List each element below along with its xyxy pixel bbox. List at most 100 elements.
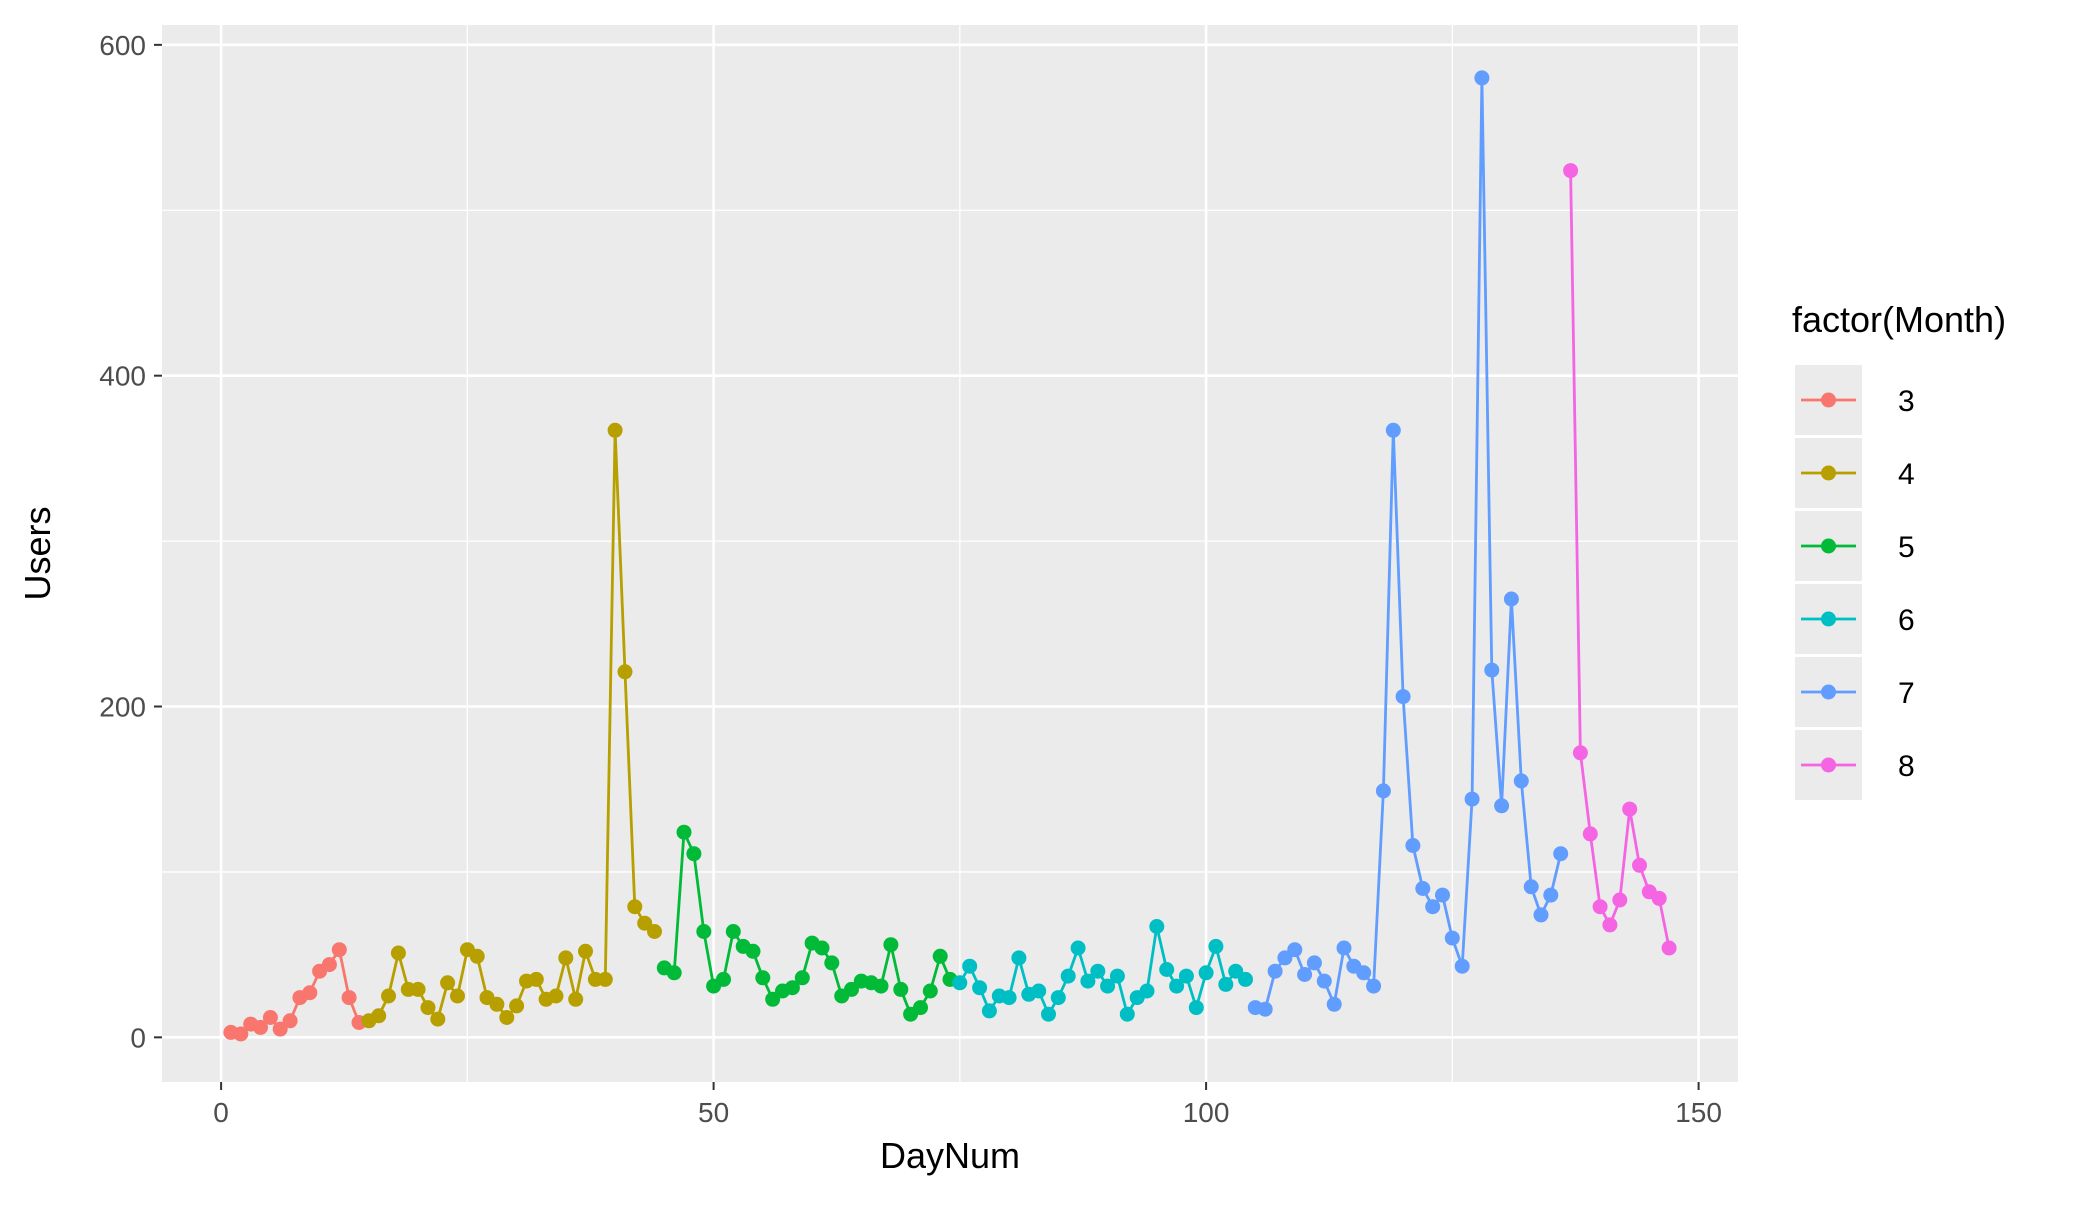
data-point: [1454, 958, 1470, 974]
data-point: [647, 924, 662, 939]
data-point: [1041, 1006, 1056, 1022]
legend-title: factor(Month): [1792, 299, 2006, 340]
data-point: [597, 971, 613, 987]
data-point: [1366, 978, 1382, 994]
legend-item-6: 6: [1795, 584, 1915, 654]
data-point: [627, 899, 643, 915]
series-month-8: [1563, 163, 1677, 956]
data-point: [1001, 990, 1017, 1006]
data-point: [1602, 917, 1618, 933]
data-point: [765, 991, 781, 1007]
data-point: [1031, 983, 1047, 999]
data-point: [253, 1019, 268, 1035]
data-point: [637, 915, 653, 931]
data-point: [450, 988, 465, 1004]
y-tick-label: 600: [99, 30, 146, 61]
data-point: [893, 981, 909, 997]
data-point: [420, 1000, 436, 1016]
data-point: [1395, 689, 1411, 705]
series-layer: [223, 70, 1677, 1042]
data-point: [1188, 1000, 1204, 1016]
data-point: [331, 942, 347, 958]
data-point: [932, 948, 948, 964]
data-point: [1119, 1006, 1135, 1022]
y-tick-label: 0: [130, 1022, 146, 1053]
series-month-6: [952, 919, 1253, 1022]
data-point: [745, 943, 761, 959]
data-point: [1464, 791, 1480, 807]
data-point: [1543, 887, 1559, 903]
data-point: [1316, 973, 1332, 989]
legend-item-4: 4: [1795, 438, 1915, 508]
data-point: [1297, 967, 1313, 982]
data-point: [1060, 968, 1076, 984]
data-point: [1415, 881, 1431, 896]
data-point: [981, 1003, 997, 1019]
data-point: [469, 948, 485, 964]
data-point: [1070, 940, 1086, 956]
data-point: [962, 958, 978, 974]
legend-key-point: [1821, 684, 1836, 700]
data-point: [1592, 899, 1608, 915]
major-gridlines: [162, 25, 1738, 1082]
y-tick-label: 400: [99, 361, 146, 392]
data-point: [883, 937, 899, 953]
data-point: [755, 970, 771, 986]
data-point: [1326, 996, 1342, 1012]
data-point: [302, 985, 318, 1001]
data-point: [814, 940, 830, 956]
legend-label: 8: [1898, 750, 1915, 783]
data-point: [1533, 907, 1549, 923]
data-point: [1238, 971, 1253, 987]
legend-key-point: [1821, 538, 1836, 554]
data-point: [1651, 890, 1667, 906]
data-point: [1572, 745, 1588, 761]
data-point: [282, 1013, 298, 1029]
data-point: [1208, 938, 1224, 954]
plot-panel: [162, 25, 1738, 1082]
data-point: [696, 924, 712, 939]
data-point: [824, 955, 840, 971]
x-tick-label: 0: [213, 1097, 229, 1128]
data-point: [1228, 963, 1244, 979]
data-point: [1513, 773, 1529, 789]
legend-item-8: 8: [1795, 730, 1915, 800]
data-point: [784, 980, 800, 996]
data-point: [1494, 798, 1510, 814]
data-point: [1336, 940, 1352, 956]
data-point: [262, 1010, 278, 1025]
legend-key-point: [1821, 757, 1836, 773]
legend-item-3: 3: [1795, 365, 1915, 435]
data-point: [1385, 422, 1401, 438]
data-point: [410, 981, 426, 997]
data-point: [676, 824, 692, 840]
data-point: [617, 664, 633, 680]
series-month-7: [1247, 70, 1569, 1017]
data-point: [548, 988, 564, 1004]
data-point: [972, 980, 988, 996]
series-month-4: [361, 422, 662, 1029]
data-point: [873, 978, 889, 994]
data-point: [1139, 983, 1155, 999]
data-point: [440, 975, 456, 991]
data-point: [1306, 955, 1322, 971]
legend-item-7: 7: [1795, 657, 1915, 727]
data-point: [913, 1000, 928, 1016]
x-tick-label: 150: [1675, 1097, 1722, 1128]
data-point: [666, 965, 682, 981]
data-point: [1080, 973, 1096, 989]
x-tick-label: 100: [1183, 1097, 1230, 1128]
data-point: [321, 957, 337, 973]
data-point: [1178, 968, 1194, 984]
legend-label: 7: [1898, 677, 1915, 710]
data-point: [1661, 940, 1677, 956]
data-point: [341, 990, 357, 1006]
minor-gridlines: [162, 25, 1738, 1082]
data-point: [1375, 783, 1391, 799]
legend-label: 5: [1898, 531, 1915, 564]
data-point: [686, 846, 702, 862]
data-point: [1553, 846, 1569, 862]
legend-key-point: [1821, 611, 1836, 627]
data-point: [1503, 591, 1519, 607]
legend-item-5: 5: [1795, 511, 1915, 581]
